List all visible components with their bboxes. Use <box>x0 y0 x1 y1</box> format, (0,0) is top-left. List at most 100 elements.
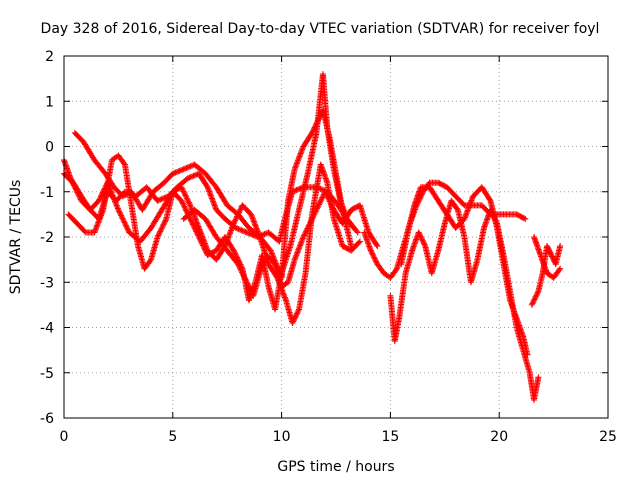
data-point <box>188 218 195 225</box>
data-point <box>269 251 276 258</box>
data-point <box>72 185 79 192</box>
data-point <box>96 196 103 203</box>
data-point <box>156 229 163 236</box>
y-tick-label: -3 <box>40 275 54 291</box>
data-point <box>116 208 123 215</box>
data-point <box>75 190 82 197</box>
data-point <box>109 192 116 199</box>
data-point <box>326 198 333 205</box>
data-point <box>353 228 360 235</box>
data-point <box>185 199 192 206</box>
data-point <box>196 235 203 242</box>
data-point <box>290 317 297 324</box>
data-point <box>329 204 336 211</box>
data-point <box>371 254 378 261</box>
data-point <box>161 218 168 225</box>
data-point <box>236 207 243 214</box>
data-point <box>233 214 240 221</box>
data-point <box>354 229 361 236</box>
data-point <box>533 292 540 299</box>
data-point <box>114 205 121 212</box>
data-point <box>313 207 320 214</box>
data-point <box>201 246 208 253</box>
data-point <box>373 241 380 248</box>
data-point <box>77 195 84 202</box>
data-point <box>235 262 242 269</box>
data-point <box>120 216 127 223</box>
data-point <box>301 232 308 239</box>
data-point <box>198 239 205 246</box>
data-point <box>545 245 552 252</box>
data-point <box>322 190 329 197</box>
data-point <box>195 234 202 240</box>
data-point <box>107 186 114 193</box>
data-point <box>531 296 538 303</box>
data-point <box>327 199 334 206</box>
data-point <box>308 217 315 224</box>
x-tick-label: 0 <box>60 429 69 445</box>
data-point <box>486 196 493 203</box>
data-point <box>169 170 176 177</box>
data-point <box>97 193 104 200</box>
data-point <box>158 225 165 232</box>
data-point <box>173 168 180 175</box>
data-point <box>236 226 243 233</box>
data-point <box>243 277 250 284</box>
data-point <box>95 197 102 204</box>
data-point <box>179 187 186 194</box>
data-point <box>113 202 120 209</box>
data-point <box>236 263 243 270</box>
data-point <box>180 166 187 173</box>
series-sat-h <box>398 184 531 358</box>
data-point <box>197 238 204 245</box>
data-point <box>171 170 178 177</box>
data-point <box>110 195 117 202</box>
data-point <box>313 205 320 212</box>
data-point <box>319 194 326 201</box>
data-point <box>186 174 193 181</box>
data-point <box>292 313 299 320</box>
data-point <box>309 214 316 221</box>
data-point <box>326 197 333 204</box>
data-point <box>243 229 250 236</box>
data-point <box>322 188 329 195</box>
data-point <box>328 201 335 208</box>
series-sat-c <box>65 152 363 326</box>
x-tick-label: 10 <box>273 429 291 445</box>
data-point <box>545 246 552 253</box>
data-point <box>243 279 250 286</box>
data-point <box>349 223 356 230</box>
data-point <box>420 240 427 247</box>
data-point <box>115 206 122 213</box>
data-point <box>239 227 246 234</box>
data-point <box>237 206 244 213</box>
y-tick-label: -4 <box>40 321 54 337</box>
data-point <box>180 201 187 208</box>
data-point <box>318 195 325 202</box>
data-point <box>76 193 83 200</box>
data-point <box>239 269 246 276</box>
data-point <box>317 198 324 205</box>
y-tick-label: -2 <box>40 230 54 246</box>
x-tick-label: 15 <box>381 429 399 445</box>
data-point <box>534 291 541 298</box>
data-point <box>111 198 118 205</box>
data-point <box>529 300 536 307</box>
data-point <box>106 185 113 192</box>
data-point <box>181 203 188 210</box>
data-point <box>124 225 131 232</box>
data-point <box>368 248 375 255</box>
data-point <box>182 192 189 199</box>
data-point <box>355 239 362 246</box>
data-point <box>312 208 319 215</box>
data-point <box>231 219 238 226</box>
data-point <box>184 196 191 203</box>
y-tick-label: -6 <box>40 411 54 427</box>
data-point <box>324 192 331 199</box>
data-point <box>324 194 331 201</box>
data-point <box>124 226 131 233</box>
data-point <box>71 182 78 189</box>
data-point <box>370 253 377 260</box>
data-point <box>122 220 129 227</box>
